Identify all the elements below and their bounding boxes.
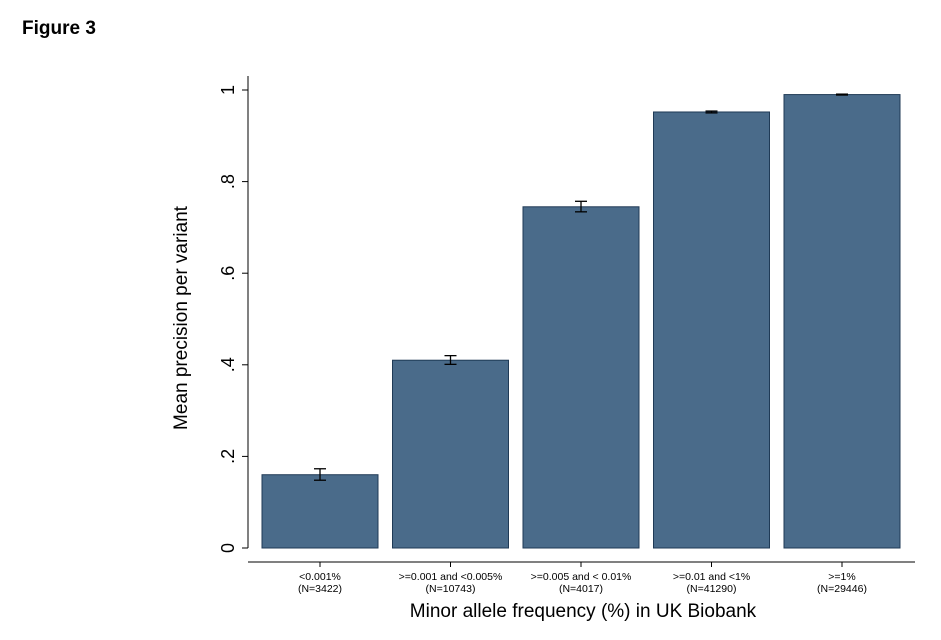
y-tick-label: .4 bbox=[218, 357, 238, 372]
bar-4 bbox=[653, 111, 770, 549]
bar-2 bbox=[392, 359, 509, 549]
error-bar-3 bbox=[575, 200, 587, 213]
x-tick-label: <0.001% bbox=[299, 571, 341, 583]
x-tick-label: >=1% bbox=[828, 571, 855, 583]
x-tick-n-label: (N=4017) bbox=[559, 583, 603, 595]
bar-5 bbox=[783, 94, 901, 549]
bars-group bbox=[261, 94, 901, 549]
x-tick-n-label: (N=3422) bbox=[298, 583, 342, 595]
y-tick-label: .6 bbox=[218, 266, 238, 281]
bar-1 bbox=[261, 474, 379, 549]
bar-3 bbox=[522, 206, 640, 549]
x-axis-title: Minor allele frequency (%) in UK Biobank bbox=[410, 601, 757, 622]
error-bars-group bbox=[314, 93, 848, 481]
x-ticks-group: <0.001%(N=3422) >=0.001 and <0.005%(N=107… bbox=[298, 562, 867, 595]
x-tick-label: >=0.01 and <1% bbox=[673, 571, 750, 583]
figure-label: Figure 3 bbox=[22, 18, 96, 39]
x-tick-label: >=0.005 and < 0.01% bbox=[531, 571, 632, 583]
error-bar-5 bbox=[836, 93, 848, 96]
y-tick-label: .2 bbox=[218, 449, 238, 464]
y-ticks-group: 0 .2 .4 .6 .8 1 bbox=[218, 85, 248, 553]
y-tick-label: .8 bbox=[218, 174, 238, 189]
x-tick-n-label: (N=10743) bbox=[426, 583, 476, 595]
y-tick-label: 0 bbox=[218, 543, 238, 553]
x-tick-n-label: (N=29446) bbox=[817, 583, 867, 595]
x-tick-label: >=0.001 and <0.005% bbox=[399, 571, 503, 583]
error-bar-4 bbox=[705, 110, 718, 114]
x-tick-n-label: (N=41290) bbox=[687, 583, 737, 595]
error-bar-1 bbox=[314, 468, 326, 481]
error-bar-2 bbox=[444, 354, 457, 365]
y-tick-label: 1 bbox=[218, 85, 238, 95]
y-axis-title: Mean precision per variant bbox=[171, 205, 192, 430]
